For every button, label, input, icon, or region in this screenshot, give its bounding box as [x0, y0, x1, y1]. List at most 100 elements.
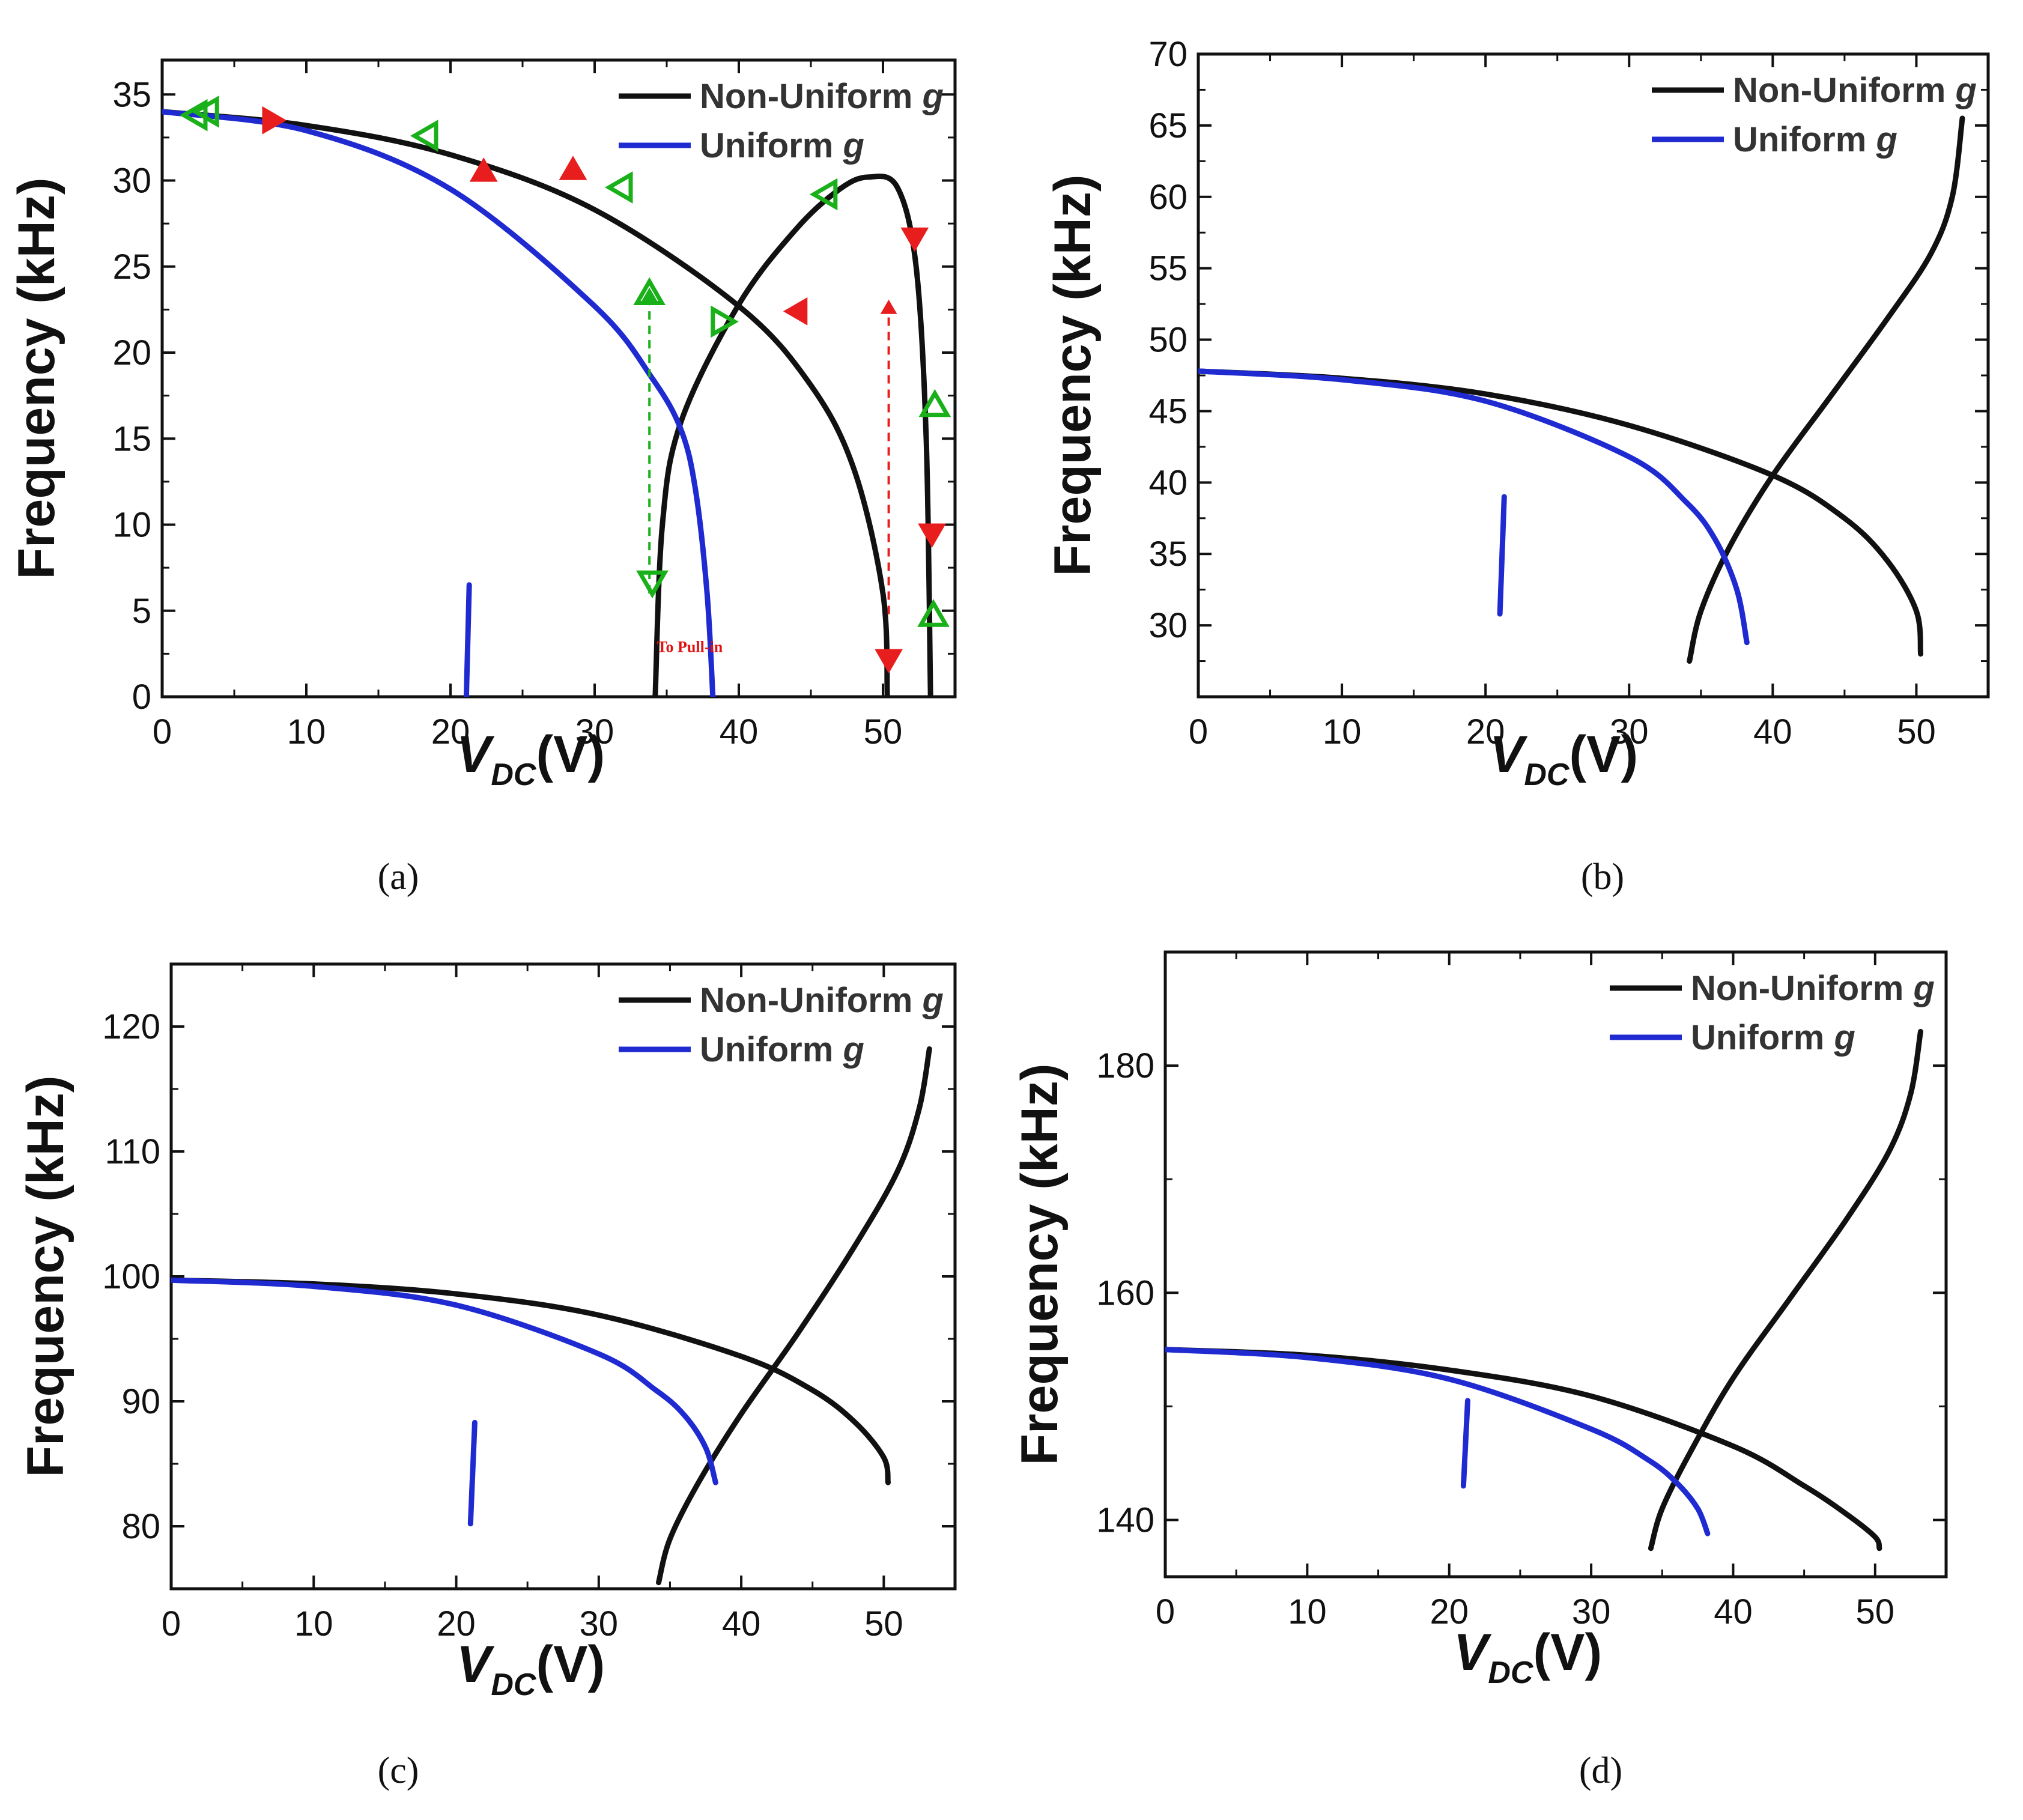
plot-area — [162, 109, 933, 697]
y-axis-label: Frequency (kHz) — [17, 1075, 74, 1477]
x-tick-label: 30 — [1610, 712, 1649, 751]
y-axis-label: Frequency (kHz) — [1011, 1063, 1069, 1465]
legend-label-text: Non-Uniform — [700, 981, 923, 1020]
x-tick-label: 10 — [1323, 712, 1362, 751]
x-tick-label: 0 — [1189, 712, 1208, 751]
y-axis-label: Frequency (kHz) — [1044, 174, 1102, 576]
x-tick-label: 10 — [1288, 1592, 1327, 1631]
x-axis-label-unit: (V) — [1569, 726, 1638, 783]
legend-label-uniform: Uniform g — [700, 1030, 864, 1069]
x-tick-label: 0 — [153, 712, 172, 751]
red-direction-marker — [918, 523, 946, 548]
uniform-series-line — [171, 1277, 718, 1485]
red-direction-marker — [900, 227, 929, 252]
legend-label-text: Non-Uniform — [1691, 969, 1914, 1008]
pull-in-annotation: To Pull-in — [657, 639, 723, 656]
plot-area — [1198, 115, 1965, 664]
x-axis-label: VDC(V) — [1454, 1624, 1602, 1690]
non-uniform-series-line — [1165, 1347, 1882, 1552]
y-tick-label: 0 — [132, 678, 151, 717]
x-axis-label: VDC(V) — [1490, 726, 1638, 792]
x-axis-label-sub: DC — [491, 1667, 537, 1702]
green-direction-marker — [410, 120, 438, 152]
red-direction-marker — [875, 649, 903, 674]
non-uniform-series-line — [171, 1277, 891, 1485]
x-tick-label: 40 — [720, 712, 759, 751]
non-uniform-series-line — [1198, 368, 1924, 657]
non-uniform-series-line — [162, 109, 890, 697]
x-axis-label-var: V — [456, 1636, 495, 1693]
x-tick-label: 40 — [722, 1604, 761, 1643]
y-tick-label: 40 — [1148, 463, 1187, 502]
green-direction-marker — [809, 178, 838, 211]
red-direction-marker — [559, 156, 587, 180]
x-tick-label: 50 — [864, 1604, 903, 1643]
x-tick-label: 0 — [162, 1604, 181, 1643]
y-tick-label: 5 — [132, 592, 151, 631]
legend-label-uniform: Uniform g — [1691, 1018, 1855, 1057]
panel-a: 0 10 20 30 40 50 0 5 10 15 20 25 30 35 Frequency (kHz)… — [8, 58, 957, 897]
x-axis-label: VDC(V) — [456, 726, 605, 792]
green-direction-marker — [711, 305, 739, 338]
x-axis-label-var: V — [456, 726, 495, 783]
green-direction-marker — [918, 389, 951, 417]
non-uniform-series-line — [656, 1046, 932, 1586]
plot-area — [171, 1046, 932, 1586]
legend-label-text: Uniform — [1691, 1018, 1834, 1057]
x-tick-label: 0 — [1156, 1592, 1175, 1631]
legend-label-italic: g — [842, 126, 864, 165]
x-axis-label-unit: (V) — [536, 1636, 605, 1693]
legend-label-italic: g — [1833, 1018, 1855, 1057]
red-direction-marker — [469, 157, 498, 182]
panel-c: 0 10 20 30 40 50 80 90 100 110 120 Frequency (kHz) V… — [17, 962, 957, 1791]
y-tick-label: 70 — [1148, 35, 1187, 74]
x-tick-label: 20 — [1466, 712, 1505, 751]
panel-b: 0 10 20 30 40 50 30 35 40 45 50 55 60 65 70 Frequency (… — [1044, 35, 1990, 897]
legend-label-non-uniform: Non-Uniform g — [1733, 71, 1977, 110]
x-tick-label: 40 — [1753, 712, 1792, 751]
y-tick-label: 30 — [112, 162, 151, 201]
y-tick-label: 60 — [1148, 178, 1187, 217]
x-axis-label-unit: (V) — [536, 726, 605, 783]
legend-label-non-uniform: Non-Uniform g — [1691, 969, 1935, 1008]
x-tick-label: 20 — [437, 1604, 476, 1643]
legend-label-italic: g — [922, 77, 944, 116]
legend-label-text: Uniform — [1733, 120, 1876, 159]
x-tick-label: 30 — [575, 712, 614, 751]
y-tick-label: 100 — [102, 1257, 160, 1296]
panel-label: (a) — [378, 857, 419, 897]
green-direction-marker — [633, 277, 666, 305]
y-tick-label: 35 — [1148, 535, 1187, 574]
legend-label-non-uniform: Non-Uniform g — [700, 981, 944, 1020]
y-tick-label: 140 — [1096, 1500, 1154, 1539]
y-tick-label: 15 — [112, 419, 151, 458]
plot-frame — [1163, 950, 1948, 1579]
y-tick-label: 90 — [121, 1382, 160, 1421]
y-tick-label: 180 — [1096, 1046, 1154, 1085]
y-tick-label: 10 — [112, 506, 151, 545]
y-tick-label: 160 — [1096, 1273, 1154, 1312]
y-tick-label: 80 — [121, 1507, 160, 1546]
x-tick-label: 30 — [580, 1604, 619, 1643]
x-tick-label: 10 — [294, 1604, 333, 1643]
y-axis-label: Frequency (kHz) — [8, 177, 65, 579]
y-tick-label: 25 — [112, 247, 151, 287]
red-direction-marker — [783, 297, 808, 326]
green-direction-marker — [917, 599, 950, 627]
x-tick-label: 20 — [1430, 1592, 1469, 1631]
red-direction-marker — [262, 106, 287, 135]
x-tick-label: 50 — [864, 712, 903, 751]
green-direction-marker — [605, 171, 633, 204]
legend-label-italic: g — [842, 1030, 864, 1069]
green-direction-marker — [191, 96, 219, 128]
green-direction-marker — [636, 570, 669, 599]
x-tick-label: 20 — [431, 712, 470, 751]
x-axis-label-sub: DC — [491, 757, 537, 792]
uniform-series-line — [1198, 368, 1750, 646]
legend-label-text: Uniform — [700, 1030, 843, 1069]
panel-label: (b) — [1581, 857, 1624, 897]
legend-label-italic: g — [1913, 969, 1935, 1008]
y-tick-label: 45 — [1148, 392, 1187, 431]
legend-label-non-uniform: Non-Uniform g — [700, 77, 944, 116]
uniform-series-line — [463, 582, 472, 697]
